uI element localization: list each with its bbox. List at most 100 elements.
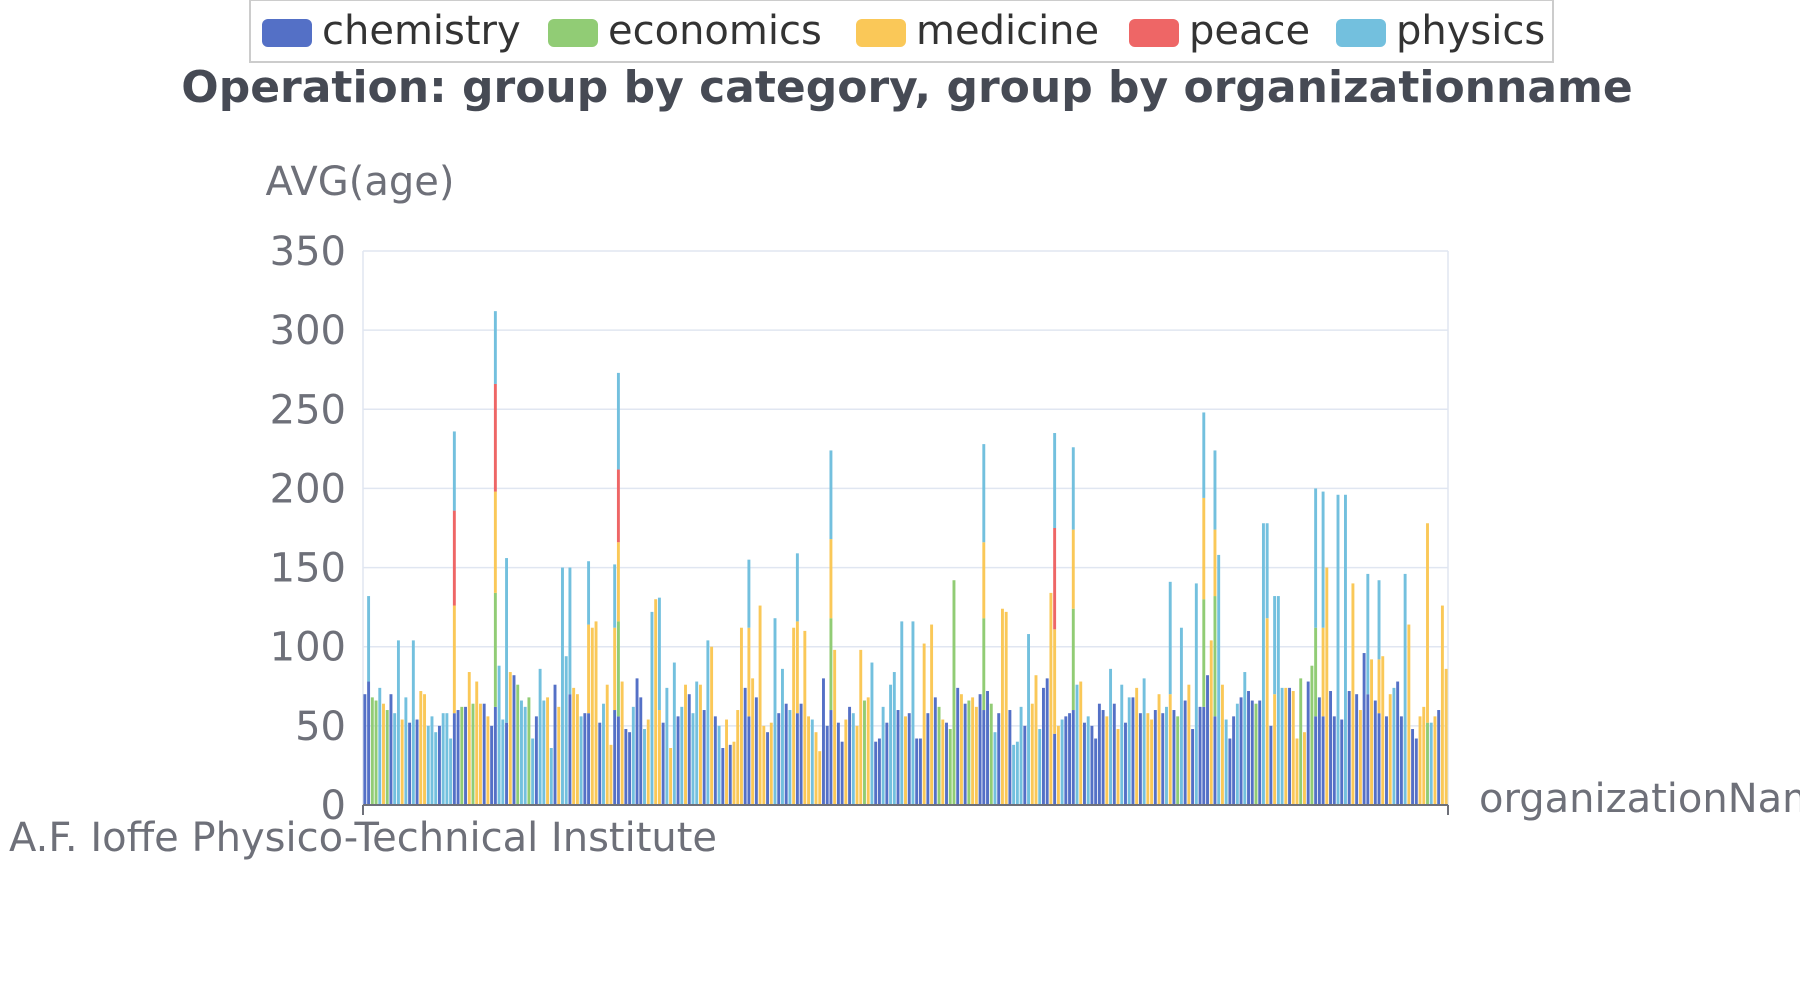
- bar-medicine[interactable]: [478, 703, 482, 805]
- bar-chemistry[interactable]: [687, 694, 691, 805]
- bar-peace[interactable]: [493, 383, 497, 492]
- bar-chemistry[interactable]: [1239, 697, 1243, 805]
- bar-chemistry[interactable]: [415, 719, 419, 805]
- bar-physics[interactable]: [449, 738, 453, 805]
- bar-chemistry[interactable]: [743, 687, 747, 805]
- bar-chemistry[interactable]: [1288, 687, 1291, 805]
- bar-economics[interactable]: [982, 618, 986, 711]
- bar-physics[interactable]: [695, 681, 699, 805]
- bar-medicine[interactable]: [1071, 529, 1075, 609]
- bar-economics[interactable]: [948, 729, 952, 805]
- bar-medicine[interactable]: [1135, 687, 1139, 805]
- bar-physics[interactable]: [881, 706, 885, 805]
- bar-physics[interactable]: [691, 713, 695, 805]
- bar-medicine[interactable]: [1381, 656, 1385, 805]
- bar-medicine[interactable]: [654, 599, 658, 805]
- bar-medicine[interactable]: [1034, 675, 1038, 805]
- bar-physics[interactable]: [542, 700, 546, 805]
- bar-medicine[interactable]: [971, 697, 975, 805]
- bar-physics[interactable]: [1276, 596, 1280, 805]
- bar-physics[interactable]: [426, 725, 430, 805]
- bar-physics[interactable]: [1321, 491, 1325, 628]
- bar-chemistry[interactable]: [933, 697, 937, 805]
- bar-medicine[interactable]: [1157, 694, 1161, 805]
- bar-medicine[interactable]: [1321, 627, 1325, 717]
- bar-chemistry[interactable]: [1202, 706, 1206, 805]
- bar-chemistry[interactable]: [1071, 710, 1075, 805]
- bar-chemistry[interactable]: [1228, 738, 1232, 805]
- bar-physics[interactable]: [1429, 722, 1433, 805]
- bar-physics[interactable]: [1071, 447, 1075, 530]
- bar-medicine[interactable]: [575, 694, 579, 805]
- bar-medicine[interactable]: [1000, 608, 1004, 805]
- bar-chemistry[interactable]: [777, 713, 781, 805]
- bar-physics[interactable]: [616, 372, 620, 470]
- bar-chemistry[interactable]: [713, 716, 717, 805]
- bar-economics[interactable]: [460, 706, 464, 805]
- bar-physics[interactable]: [396, 640, 400, 805]
- bar-physics[interactable]: [1027, 634, 1030, 805]
- bar-physics[interactable]: [1060, 719, 1064, 805]
- legend-label-peace[interactable]: peace: [1189, 8, 1310, 54]
- bar-chemistry[interactable]: [1172, 710, 1176, 805]
- bar-chemistry[interactable]: [982, 710, 986, 805]
- bar-medicine[interactable]: [1388, 694, 1392, 805]
- bar-chemistry[interactable]: [986, 691, 989, 805]
- bar-physics[interactable]: [497, 665, 501, 805]
- bar-chemistry[interactable]: [1232, 716, 1236, 805]
- bar-medicine[interactable]: [859, 649, 863, 805]
- bar-economics[interactable]: [863, 700, 866, 805]
- bar-physics[interactable]: [892, 672, 896, 805]
- bar-chemistry[interactable]: [367, 681, 371, 805]
- bar-economics[interactable]: [967, 700, 971, 805]
- bar-physics[interactable]: [1344, 494, 1347, 805]
- bar-medicine[interactable]: [419, 691, 423, 805]
- bar-series[interactable]: [363, 311, 1448, 805]
- bar-physics[interactable]: [564, 656, 568, 805]
- bar-chemistry[interactable]: [490, 725, 494, 805]
- bar-medicine[interactable]: [1370, 659, 1374, 805]
- bar-medicine[interactable]: [769, 722, 773, 805]
- bar-chemistry[interactable]: [766, 732, 769, 805]
- bar-chemistry[interactable]: [1053, 733, 1057, 805]
- bar-physics[interactable]: [493, 311, 497, 384]
- bar-physics[interactable]: [1243, 672, 1247, 805]
- bar-chemistry[interactable]: [945, 722, 948, 805]
- bar-physics[interactable]: [1015, 741, 1019, 805]
- bar-chemistry[interactable]: [1247, 691, 1250, 805]
- bar-chemistry[interactable]: [1411, 729, 1415, 805]
- bar-physics[interactable]: [650, 611, 654, 805]
- bar-chemistry[interactable]: [1399, 716, 1403, 805]
- bar-medicine[interactable]: [382, 703, 385, 805]
- legend[interactable]: chemistry economics medicine peace physics: [249, 0, 1554, 63]
- bar-medicine[interactable]: [657, 710, 661, 805]
- bar-chemistry[interactable]: [1314, 716, 1318, 805]
- bar-physics[interactable]: [1127, 697, 1131, 805]
- bar-medicine[interactable]: [1053, 629, 1057, 734]
- bar-medicine[interactable]: [792, 627, 796, 805]
- bar-physics[interactable]: [1336, 494, 1340, 805]
- bar-chemistry[interactable]: [848, 706, 852, 805]
- bar-medicine[interactable]: [475, 681, 479, 805]
- bar-chemistry[interactable]: [1090, 725, 1094, 805]
- bar-chemistry[interactable]: [1042, 687, 1045, 805]
- bar-physics[interactable]: [1392, 687, 1396, 805]
- bar-chemistry[interactable]: [978, 694, 982, 805]
- bar-chemistry[interactable]: [799, 703, 803, 805]
- bar-chemistry[interactable]: [583, 713, 587, 805]
- bar-medicine[interactable]: [1291, 691, 1295, 805]
- bar-medicine[interactable]: [613, 627, 617, 711]
- bar-economics[interactable]: [616, 621, 620, 717]
- bar-physics[interactable]: [829, 450, 833, 540]
- bar-medicine[interactable]: [587, 624, 591, 714]
- bar-physics[interactable]: [523, 706, 527, 805]
- bar-economics[interactable]: [952, 580, 956, 805]
- bar-medicine[interactable]: [982, 542, 986, 619]
- bar-medicine[interactable]: [1303, 732, 1306, 805]
- bar-medicine[interactable]: [1295, 738, 1299, 805]
- bar-medicine[interactable]: [1105, 716, 1109, 805]
- bar-medicine[interactable]: [1284, 687, 1288, 805]
- bar-chemistry[interactable]: [1112, 703, 1116, 805]
- bar-chemistry[interactable]: [1101, 710, 1105, 805]
- bar-medicine[interactable]: [590, 627, 594, 805]
